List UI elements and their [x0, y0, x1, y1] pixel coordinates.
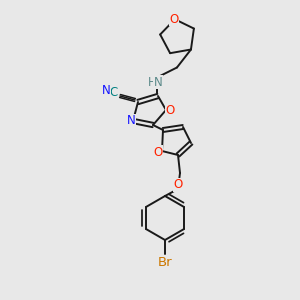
- Text: N: N: [127, 115, 135, 128]
- Text: N: N: [154, 76, 162, 88]
- Text: N: N: [102, 83, 110, 97]
- Text: O: O: [173, 178, 183, 191]
- Text: H: H: [148, 76, 156, 88]
- Text: O: O: [165, 103, 175, 116]
- Text: O: O: [153, 146, 163, 158]
- Text: O: O: [169, 13, 178, 26]
- Text: Br: Br: [158, 256, 172, 268]
- Text: C: C: [109, 86, 117, 100]
